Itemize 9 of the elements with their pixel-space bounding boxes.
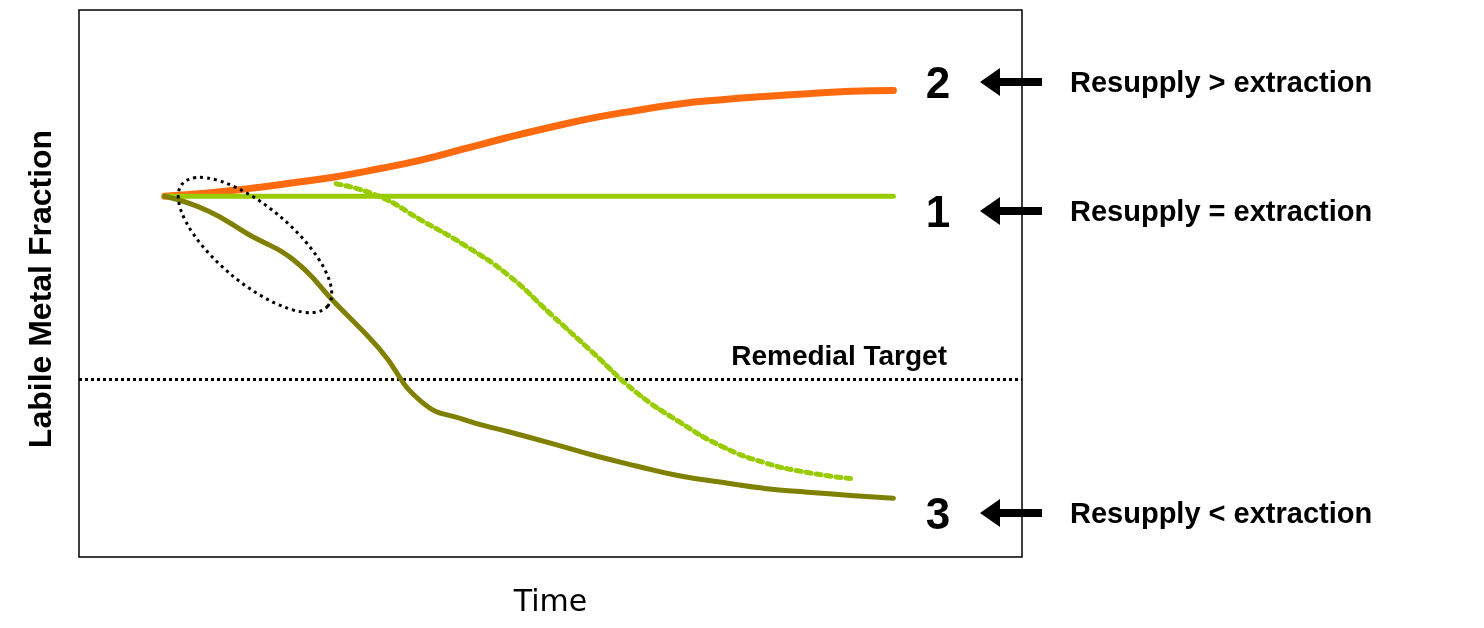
ref-line-label: Remedial Target — [731, 340, 947, 372]
x-axis-title: Time — [512, 582, 588, 618]
text: Resupply < extraction — [1070, 497, 1373, 530]
annotation: 3 — [925, 488, 951, 538]
y-axis-title: Labile Metal Fraction — [22, 129, 58, 449]
annotation: 2 — [925, 57, 951, 107]
annotation: 1 — [925, 186, 951, 236]
text: Resupply = extraction — [1070, 195, 1373, 228]
text: Resupply > extraction — [1070, 66, 1373, 99]
